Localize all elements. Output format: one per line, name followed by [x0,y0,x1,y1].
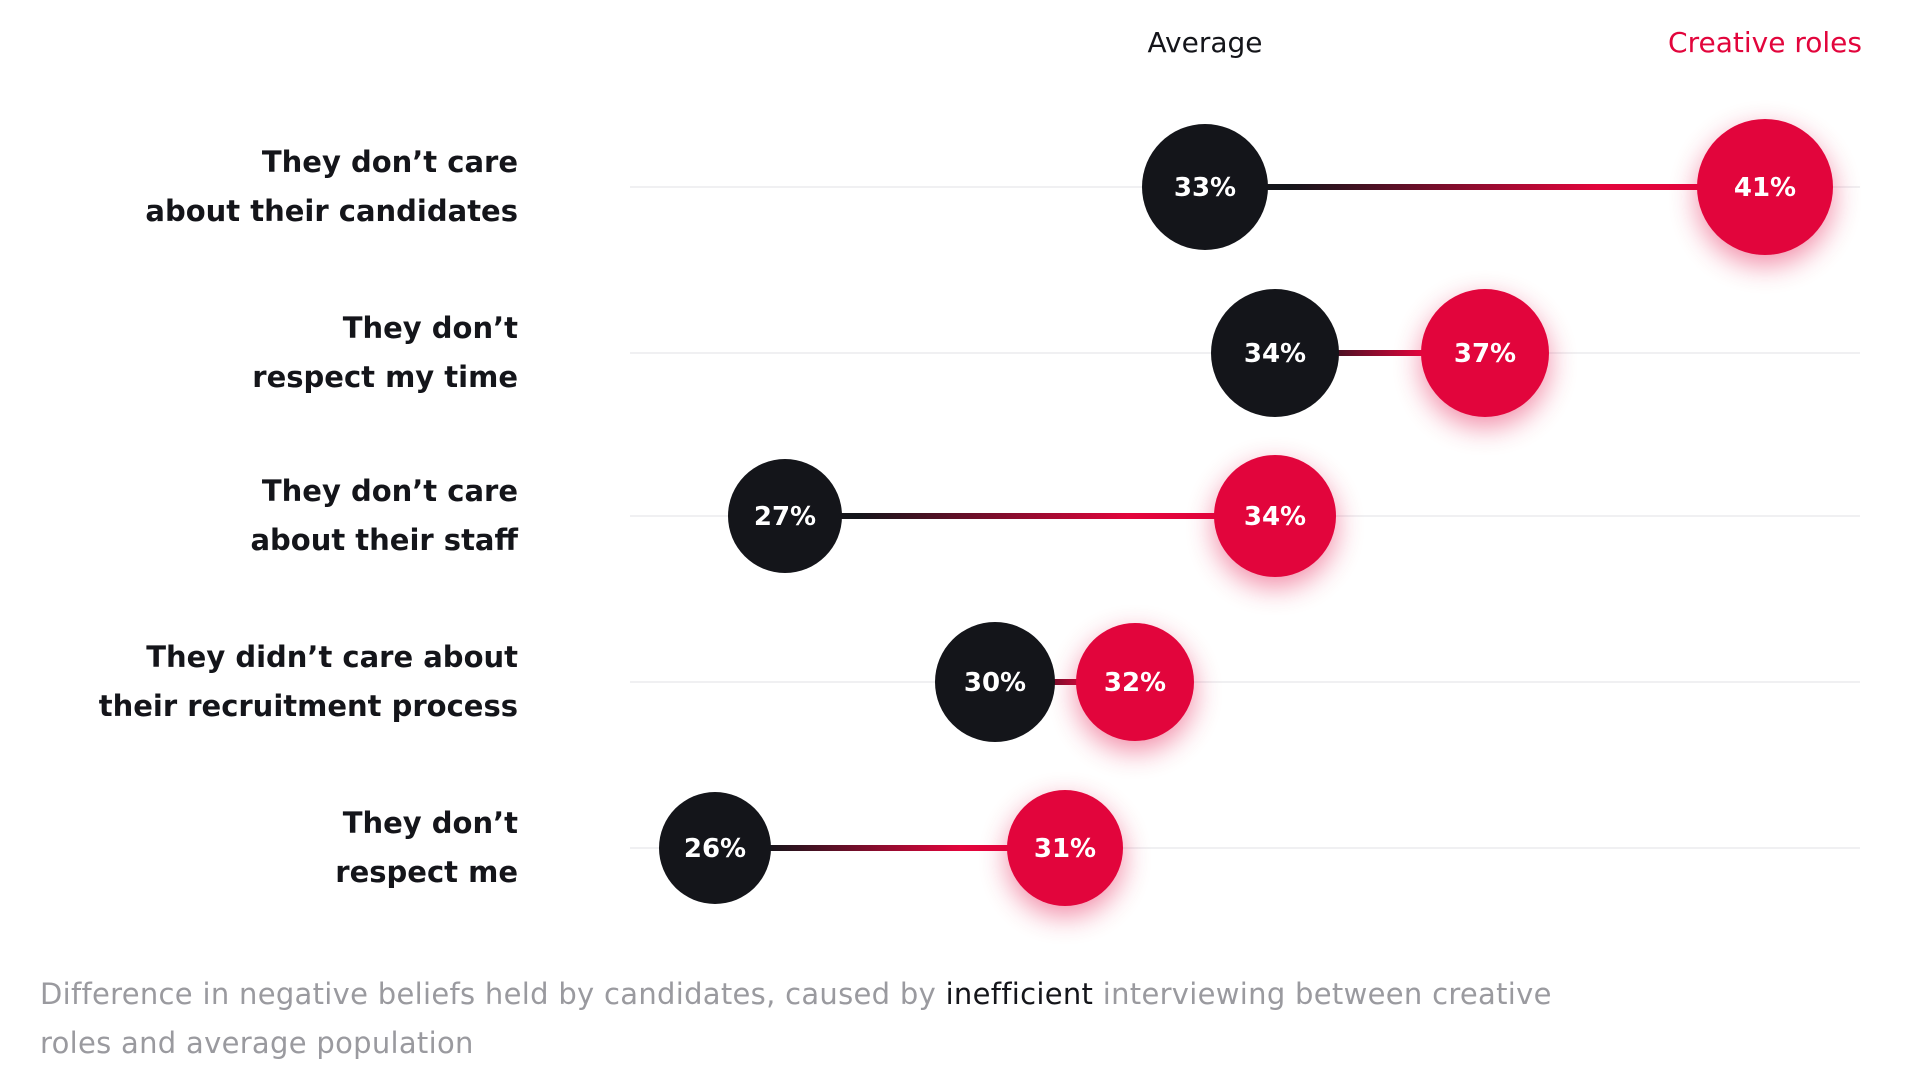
average-value-label: 30% [964,668,1026,698]
bubbles: 41% 33% 37% 34% 34% 27% 32% 30% 31% 26% [659,119,1833,916]
row-label-line1: They don’t care [261,145,518,179]
average-bubble [1142,124,1268,250]
caption-text-start: Difference in negative beliefs held by c… [40,977,946,1011]
creative-value-label: 34% [1244,502,1306,532]
creative-bubble [1214,455,1336,577]
row-label-line1: They didn’t care about [146,640,518,674]
row-label: They don’t care about their candidates [60,138,518,236]
legend-creative-roles: Creative roles [1668,26,1862,59]
creative-value-label: 41% [1734,173,1796,203]
average-bubble [728,459,842,573]
row-label-line2: their recruitment process [98,689,518,723]
average-bubble [1211,289,1339,417]
row-label-line1: They don’t [342,806,518,840]
average-value-label: 33% [1174,173,1236,203]
row-label-line1: They don’t [342,311,518,345]
row-label-line1: They don’t care [261,474,518,508]
caption-text-end: interviewing between creative roles and … [40,977,1552,1060]
legend-average: Average [1147,26,1263,59]
average-value-label: 27% [754,502,816,532]
creative-value-label: 32% [1104,668,1166,698]
creative-bubble [1421,289,1549,417]
row-label: They don’t care about their staff [60,467,518,565]
average-bubble [935,622,1055,742]
row-label: They didn’t care about their recruitment … [60,633,518,731]
average-bubble [659,792,771,904]
row-label-line2: about their staff [250,523,518,557]
caption-highlight: inefficient [945,977,1094,1011]
creative-bubble [1697,119,1833,255]
row-label-line2: about their candidates [145,194,518,228]
creative-bubble [1007,790,1123,906]
row-label-line2: respect my time [252,360,518,394]
creative-value-label: 37% [1454,339,1516,369]
average-value-label: 34% [1244,339,1306,369]
row-label-line2: respect me [335,855,518,889]
creative-value-label: 31% [1034,834,1096,864]
creative-bubble [1076,623,1194,741]
row-label: They don’t respect me [60,799,518,897]
row-label: They don’t respect my time [60,304,518,402]
chart-caption: Difference in negative beliefs held by c… [40,970,1600,1068]
average-value-label: 26% [684,834,746,864]
